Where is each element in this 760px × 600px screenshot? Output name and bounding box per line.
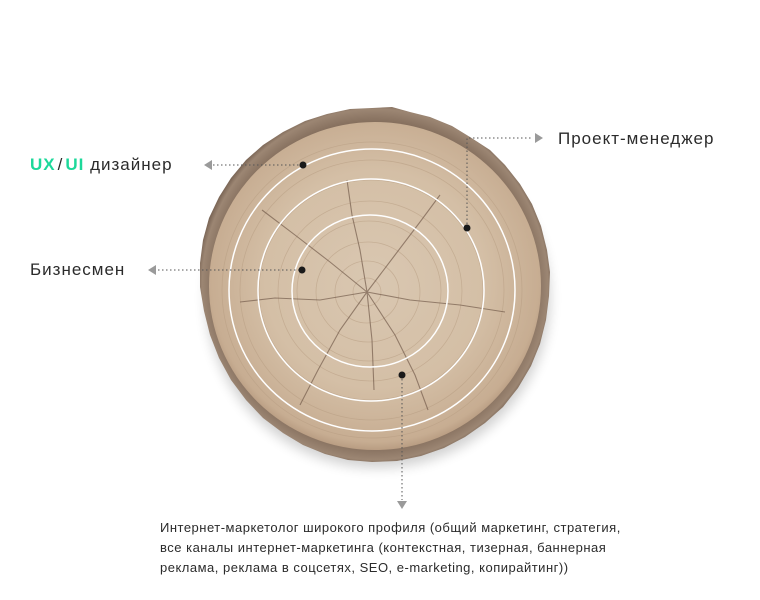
arrow-pointers [148, 133, 543, 509]
arrow-down-marketer-icon [397, 501, 407, 509]
connector-lines [158, 137, 533, 500]
arrow-left-businessman-icon [148, 265, 156, 275]
middle-role-ring [257, 178, 485, 402]
marketer-line-1: Интернет-маркетолог широкого профиля (об… [160, 520, 621, 535]
slash-separator: / [57, 155, 64, 174]
dot-ux-ui [299, 161, 307, 169]
designer-suffix: дизайнер [90, 155, 173, 174]
growth-rings [221, 141, 523, 439]
businessman-label: Бизнесмен [30, 260, 126, 279]
marketer-line-2: все каналы интернет-маркетинга (контекст… [160, 540, 607, 555]
marketer-line-3: реклама, реклама в соцсетях, SEO, e-mark… [160, 560, 569, 575]
role-rings [228, 148, 516, 432]
outer-role-ring [228, 148, 516, 432]
marketer-description: Интернет-маркетолог широкого профиля (об… [160, 518, 720, 578]
ux-prefix: UX [30, 155, 56, 174]
arrow-right-project-manager-icon [535, 133, 543, 143]
ui-prefix: UI [65, 155, 85, 174]
dot-project-manager [463, 224, 471, 232]
project-manager-label: Проект-менеджер [558, 129, 715, 148]
dot-marketer [398, 371, 406, 379]
dot-businessman [298, 266, 306, 274]
ux-ui-designer-label: UX / UI дизайнер [30, 155, 173, 175]
arrow-left-ux-ui-icon [204, 160, 212, 170]
wood-cracks [239, 179, 506, 411]
inner-role-ring [291, 214, 449, 368]
role-dots [298, 161, 471, 379]
